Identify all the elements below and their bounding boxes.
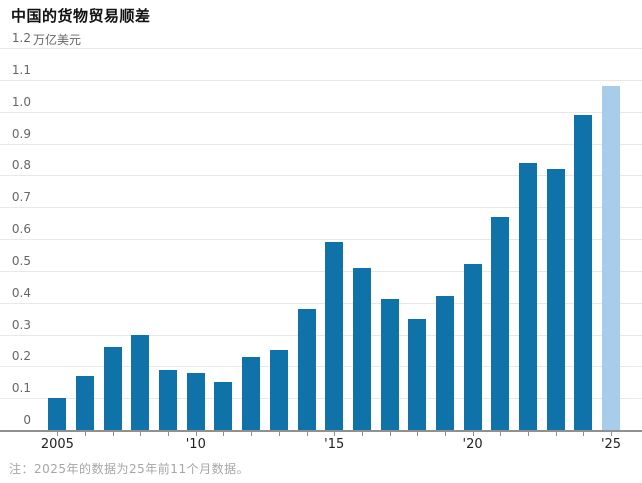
bar-2011 (214, 382, 233, 430)
x-tick-2006 (85, 431, 87, 436)
x-tick-2015 (334, 431, 336, 436)
bar-2017 (380, 299, 399, 430)
chart-title: 中国的货物贸易顺差 (11, 7, 151, 25)
y-tick-label-0.2: 0.2 (11, 349, 31, 364)
x-tick-2019 (444, 431, 446, 436)
bar-2009 (159, 369, 178, 430)
bar-2014 (297, 309, 316, 430)
y-tick-label-0.9: 0.9 (11, 126, 31, 141)
gridline-0.8 (0, 175, 642, 177)
chart-footnote: 注：2025年的数据为25年前11个月数据。 (9, 462, 250, 476)
x-tick-label-2010: '10 (185, 437, 206, 452)
bar-2005 (48, 398, 67, 430)
bar-2006 (76, 375, 95, 430)
x-tick-2012 (251, 431, 253, 436)
y-tick-label-0.3: 0.3 (11, 317, 31, 332)
y-tick-label-1.1: 1.1 (11, 62, 31, 77)
bar-2015 (325, 242, 344, 430)
gridline-0.3 (0, 334, 642, 336)
gridline-0.1 (0, 398, 642, 400)
bar-2020 (463, 264, 482, 430)
x-tick-2014 (306, 431, 308, 436)
x-tick-2020 (472, 431, 474, 436)
bar-2021 (491, 216, 510, 430)
x-tick-label-2020: '20 (462, 437, 483, 452)
y-tick-label-1.2: 1.2 (11, 31, 31, 45)
x-tick-label-2025: '25 (600, 437, 622, 452)
x-tick-label-2005: 2005 (40, 437, 74, 452)
bar-2022 (518, 162, 537, 430)
y-tick-label-0.1: 0.1 (11, 381, 31, 396)
x-tick-2024 (583, 431, 585, 436)
x-tick-2007 (112, 431, 114, 436)
bar-2007 (103, 347, 122, 430)
y-tick-label-0.7: 0.7 (11, 190, 31, 205)
x-tick-2005 (57, 431, 59, 436)
y-tick-label-1.0: 1.0 (11, 94, 31, 109)
x-tick-2009 (168, 431, 170, 436)
gridline-1.2 (0, 48, 642, 49)
x-tick-2021 (500, 431, 502, 436)
x-tick-2023 (555, 431, 557, 436)
bar-2013 (269, 350, 288, 430)
bar-2023 (546, 168, 565, 430)
bar-2012 (242, 356, 261, 430)
gridline-0.6 (0, 239, 642, 240)
y-tick-label-0: 0 (23, 413, 31, 427)
gridline-0.2 (0, 366, 642, 368)
gridline-1.1 (0, 79, 642, 81)
x-tick-2017 (389, 431, 391, 436)
y-tick-label-0.6: 0.6 (11, 222, 31, 236)
y-tick-label-0.4: 0.4 (11, 285, 31, 300)
x-tick-2008 (140, 431, 142, 436)
y-tick-label-0.5: 0.5 (11, 253, 31, 268)
bar-2016 (352, 267, 371, 430)
bar-2008 (131, 334, 150, 430)
x-tick-2022 (527, 431, 529, 436)
x-tick-2013 (278, 431, 280, 436)
x-tick-2025 (611, 431, 612, 436)
gridline-0.7 (0, 207, 642, 209)
gridline-0.5 (0, 270, 642, 272)
bar-2024 (574, 114, 593, 430)
gridline-0.9 (0, 143, 642, 145)
x-axis-line (0, 429, 642, 432)
bar-2018 (408, 318, 427, 430)
bar-2010 (186, 372, 205, 430)
x-tick-2018 (417, 431, 419, 436)
x-tick-2016 (361, 431, 363, 436)
x-tick-2010 (195, 431, 197, 436)
y-tick-label-0.8: 0.8 (11, 158, 31, 173)
gridline-1.0 (0, 111, 642, 113)
y-axis-unit-label: 万亿美元 (33, 33, 82, 47)
bar-2025 (602, 86, 620, 430)
x-tick-label-2015: '15 (324, 437, 345, 452)
bar-2019 (435, 296, 454, 430)
x-tick-2011 (223, 431, 225, 436)
gridline-0.4 (0, 302, 642, 304)
